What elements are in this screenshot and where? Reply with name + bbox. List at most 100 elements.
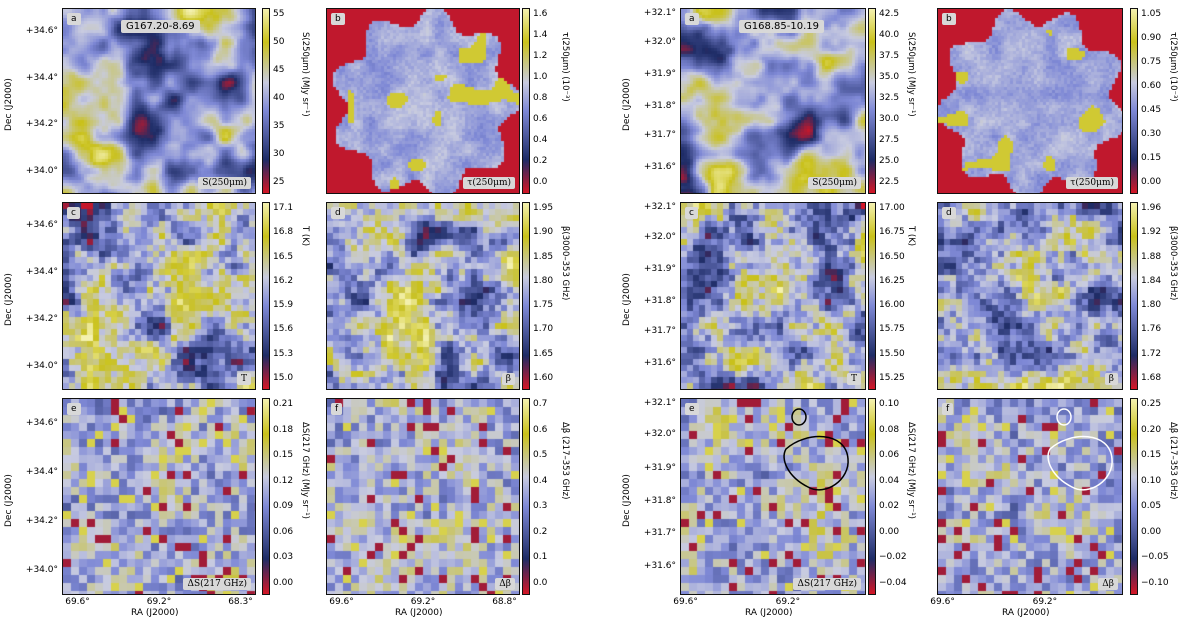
- heatmap-panel-f: f Δβ: [326, 398, 520, 595]
- ra-tick-label: 68.3°: [228, 597, 253, 607]
- ra-tick-label: 69.6°: [673, 597, 698, 607]
- colorbar-tick-label: 0.6: [533, 114, 548, 124]
- colorbar-tick-label: 1.6: [533, 9, 548, 19]
- colorbar-tick-label: 1.88: [1141, 251, 1162, 262]
- colorbar-tick-label: 0.0: [533, 177, 548, 187]
- heatmap-image: [938, 203, 1122, 389]
- heatmap-panel-a: a S(250μm) G167.20-8.69: [62, 8, 256, 194]
- dec-tick-label: +34.4°: [25, 72, 58, 83]
- dec-tick-label: +32.0°: [643, 37, 676, 48]
- dec-tick-label: +34.6°: [25, 220, 58, 231]
- dec-axis-label: Dec (J2000): [622, 78, 632, 131]
- quantity-label: S(250μm): [198, 177, 251, 189]
- colorbar-tick-label: 0.4: [533, 135, 548, 145]
- colorbar-tick-label: 0.2: [533, 526, 548, 537]
- colorbar-tick-label: 0.5: [533, 450, 548, 461]
- colorbar: [262, 8, 270, 194]
- colorbar-tick-label: 0.15: [273, 450, 294, 461]
- colorbar-tick-label: 16.2: [273, 275, 294, 286]
- dec-tick-label: +32.1°: [643, 201, 676, 212]
- colorbar-tick-label: 1.2: [533, 51, 548, 61]
- dec-tick-label: +31.6°: [643, 561, 676, 572]
- dec-tick-label: +31.6°: [643, 161, 676, 172]
- colorbar-tick-label: 30.0: [879, 114, 900, 124]
- dec-axis-label: Dec (J2000): [622, 473, 632, 527]
- colorbar-tick-label: 0.8: [533, 93, 548, 103]
- quantity-label: τ(250μm): [463, 177, 515, 189]
- ra-tick-label: 69.2°: [775, 597, 801, 607]
- contour-line: [783, 435, 849, 491]
- ra-axis-label: RA (J2000): [1002, 608, 1050, 618]
- colorbar-tick-label: 0.00: [1141, 177, 1162, 187]
- dec-tick-label: +34.0°: [25, 361, 58, 372]
- colorbar-tick-label: 16.75: [879, 227, 905, 238]
- colorbar-tick-label: 0.6: [533, 424, 548, 435]
- colorbar-tick-label: −0.10: [1141, 578, 1169, 588]
- colorbar-tick-label: 15.25: [879, 373, 905, 383]
- colorbar-tick-label: 16.5: [273, 251, 294, 262]
- colorbar-tick-label: 0.75: [1141, 57, 1162, 67]
- colorbar-tick-label: 0.25: [1141, 399, 1162, 409]
- quantity-label: T: [236, 373, 251, 385]
- dec-tick-label: +31.7°: [643, 130, 676, 141]
- contour-line: [1047, 435, 1113, 491]
- panel-letter: b: [331, 13, 345, 25]
- colorbar: [1130, 202, 1138, 390]
- dec-tick-label: +34.2°: [25, 314, 58, 325]
- colorbar-tick-label: 1.95: [533, 203, 554, 213]
- colorbar-tick-label: 0.30: [1141, 129, 1162, 139]
- panel-letter: d: [942, 207, 956, 219]
- colorbar-tick-label: 0.00: [1141, 526, 1162, 537]
- quantity-label: ΔS(217 GHz): [183, 578, 251, 590]
- colorbar-tick-label: 0.45: [1141, 105, 1162, 115]
- colorbar-tick-label: 0.3: [533, 501, 548, 512]
- colorbar-label: ΔS(217 GHz) (MJy sr⁻¹): [906, 422, 916, 519]
- colorbar-tick-label: 16.25: [879, 275, 905, 286]
- heatmap-image: [327, 203, 519, 389]
- dec-tick-label: +32.1°: [643, 7, 676, 18]
- colorbar-label: S(250μm) (MJy sr⁻¹): [906, 32, 916, 117]
- dec-tick-label: +31.8°: [643, 100, 676, 111]
- dec-tick-label: +34.0°: [25, 165, 58, 176]
- quantity-label: T: [846, 373, 861, 385]
- colorbar: [522, 398, 530, 595]
- colorbar: [1130, 398, 1138, 595]
- colorbar: [262, 398, 270, 595]
- ra-tick-label: 69.6°: [329, 597, 354, 607]
- colorbar-tick-label: 1.72: [1141, 348, 1162, 359]
- dec-tick-label: +32.0°: [643, 231, 676, 242]
- colorbar: [868, 398, 876, 595]
- colorbar-tick-label: 15.3: [273, 348, 294, 359]
- field-name-label: G167.20-8.69: [121, 20, 200, 33]
- colorbar-tick-label: 0.00: [273, 578, 294, 588]
- colorbar-tick-label: 25: [273, 177, 285, 187]
- colorbar-label: τ(250μm) (10⁻³): [560, 32, 570, 102]
- panel-letter: e: [685, 403, 699, 415]
- colorbar-tick-label: 1.0: [533, 72, 548, 82]
- colorbar-label: S(250μm) (MJy sr⁻¹): [300, 32, 310, 117]
- colorbar-tick-label: 50: [273, 37, 285, 47]
- colorbar-tick-label: 0.20: [1141, 424, 1162, 435]
- dec-tick-label: +31.7°: [643, 527, 676, 538]
- colorbar-tick-label: 0.1: [533, 552, 548, 563]
- dec-axis-label: Dec (J2000): [4, 273, 14, 326]
- colorbar-tick-label: 22.5: [879, 177, 900, 187]
- colorbar-tick-label: 0.10: [879, 399, 900, 409]
- colorbar-tick-label: 0.18: [273, 424, 294, 435]
- colorbar: [522, 202, 530, 390]
- colorbar-tick-label: 0.7: [533, 399, 548, 409]
- dec-tick-label: +34.4°: [25, 267, 58, 278]
- colorbar-tick-label: 0.04: [879, 475, 900, 486]
- colorbar-tick-label: 25.0: [879, 156, 900, 166]
- dec-tick-label: +32.0°: [643, 429, 676, 440]
- colorbar-tick-label: 1.90: [533, 227, 554, 238]
- colorbar-tick-label: 0.2: [533, 156, 548, 166]
- dec-axis-label: Dec (J2000): [622, 273, 632, 326]
- heatmap-panel-a: a S(250μm) G168.85-10.19: [680, 8, 866, 194]
- colorbar-tick-label: 40.0: [879, 30, 900, 40]
- colorbar-tick-label: 15.9: [273, 300, 294, 311]
- panel-letter: e: [67, 403, 81, 415]
